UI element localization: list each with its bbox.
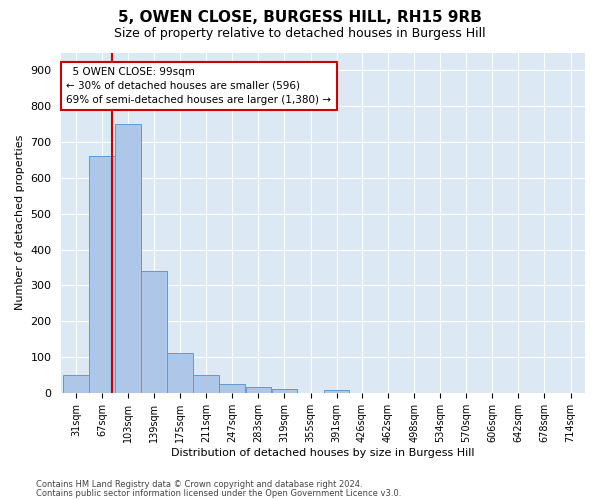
Bar (141, 271, 167, 393)
Bar (220, 384, 245, 393)
Y-axis label: Number of detached properties: Number of detached properties (15, 135, 25, 310)
Text: 5, OWEN CLOSE, BURGESS HILL, RH15 9RB: 5, OWEN CLOSE, BURGESS HILL, RH15 9RB (118, 10, 482, 25)
Bar (63, 375, 89, 393)
Text: Size of property relative to detached houses in Burgess Hill: Size of property relative to detached ho… (114, 28, 486, 40)
X-axis label: Distribution of detached houses by size in Burgess Hill: Distribution of detached houses by size … (172, 448, 475, 458)
Bar (167, 354, 193, 393)
Bar (324, 390, 349, 393)
Text: 5 OWEN CLOSE: 99sqm
← 30% of detached houses are smaller (596)
69% of semi-detac: 5 OWEN CLOSE: 99sqm ← 30% of detached ho… (67, 67, 331, 105)
Text: Contains public sector information licensed under the Open Government Licence v3: Contains public sector information licen… (36, 489, 401, 498)
Bar (115, 124, 141, 393)
Bar (245, 388, 271, 393)
Text: Contains HM Land Registry data © Crown copyright and database right 2024.: Contains HM Land Registry data © Crown c… (36, 480, 362, 489)
Bar (272, 388, 298, 393)
Bar (89, 156, 115, 393)
Bar (193, 375, 219, 393)
